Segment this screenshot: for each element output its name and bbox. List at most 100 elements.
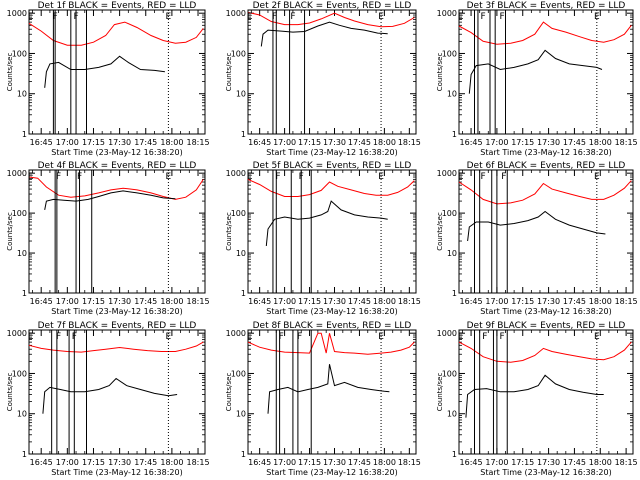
- y-axis: 1 10 100 1000: [7, 329, 205, 459]
- e-marker-label: E: [458, 12, 464, 22]
- plot-frame: [458, 9, 634, 135]
- events-series-line: [467, 210, 606, 242]
- f-marker-label: F: [77, 172, 82, 182]
- x-axis-label: Start Time (23-May-12 16:38:20): [266, 148, 397, 157]
- x-tick-label: 17:30: [108, 297, 131, 306]
- f-marker-label: F: [499, 12, 504, 22]
- panel-det-5: Det 5f BLACK = Events, RED = LLD 1 10 100 10…: [225, 161, 421, 316]
- y-tick-label: 1: [22, 289, 27, 298]
- y-tick-label: 1000: [7, 169, 27, 178]
- e-marker-label: E: [594, 172, 600, 182]
- panel-det-3: Det 3f BLACK = Events, RED = LLD 1 10 100 10…: [436, 1, 638, 157]
- y-tick-label: 1: [452, 130, 457, 139]
- x-tick-label: 18:15: [615, 458, 638, 467]
- x-tick-label: 16:45: [248, 297, 271, 306]
- f-marker-label: F: [56, 172, 61, 182]
- f-marker-label: F: [482, 332, 487, 342]
- x-tick-label: 16:45: [460, 297, 483, 306]
- x-tick-label: 17:00: [485, 297, 508, 306]
- e-marker-label: E: [458, 332, 464, 342]
- f-marker-label: F: [499, 332, 504, 342]
- lld-series-line: [458, 341, 632, 363]
- x-tick-label: 17:45: [563, 138, 586, 147]
- x-axis-label: Start Time (23-May-12 16:38:20): [480, 307, 611, 316]
- lld-series-line: [247, 11, 415, 28]
- x-tick-label: 17:45: [134, 458, 157, 467]
- f-marker-label: F: [279, 332, 284, 342]
- panel-title: Det 2f BLACK = Events, RED = LLD: [253, 1, 412, 11]
- f-marker-label: F: [481, 12, 486, 22]
- panel-title: Det 8f BLACK = Events, RED = LLD: [253, 321, 412, 331]
- x-tick-label: 17:45: [134, 297, 157, 306]
- y-tick-label: 100: [12, 49, 27, 58]
- lld-series-line: [458, 180, 632, 205]
- x-tick-label: 17:45: [563, 458, 586, 467]
- f-marker-label: F: [501, 172, 506, 182]
- y-axis: 1 10 100 1000: [226, 9, 416, 139]
- x-tick-label: 17:45: [563, 297, 586, 306]
- y-tick-label: 1: [241, 130, 246, 139]
- e-marker-label: E: [458, 172, 464, 182]
- y-axis: 1 10 100 1000: [437, 169, 633, 298]
- y-tick-label: 100: [442, 209, 457, 218]
- x-tick-label: 18:15: [398, 138, 421, 147]
- e-marker-label: E: [28, 12, 34, 22]
- y-axis-label: Counts/sec: [6, 53, 14, 92]
- x-axis-label: Start Time (23-May-12 16:38:20): [266, 307, 397, 316]
- x-tick-label: 17:30: [323, 458, 346, 467]
- x-tick-label: 18:15: [398, 297, 421, 306]
- e-marker-label: E: [28, 332, 34, 342]
- y-tick-label: 100: [231, 49, 246, 58]
- y-tick-label: 1000: [226, 329, 246, 338]
- panel-title: Det 3f BLACK = Events, RED = LLD: [467, 1, 626, 11]
- panel-det-2: Det 2f BLACK = Events, RED = LLD 1 10 100 10…: [225, 1, 421, 157]
- y-tick-label: 10: [236, 90, 246, 99]
- y-tick-label: 10: [17, 90, 27, 99]
- x-tick-label: 18:00: [373, 138, 396, 147]
- x-tick-label: 17:45: [348, 458, 371, 467]
- y-axis-label: Counts/sec: [225, 212, 233, 251]
- x-tick-label: 17:15: [82, 138, 105, 147]
- events-series-line: [267, 364, 390, 414]
- x-tick-label: 17:00: [485, 458, 508, 467]
- events-series-line: [44, 55, 165, 88]
- x-tick-label: 17:15: [82, 297, 105, 306]
- x-tick-label: 18:15: [398, 458, 421, 467]
- x-tick-label: 18:00: [589, 297, 612, 306]
- x-tick-label: 17:00: [56, 297, 79, 306]
- x-tick-label: 17:15: [298, 297, 321, 306]
- x-axis-label: Start Time (23-May-12 16:38:20): [480, 148, 611, 157]
- plot-frame: [247, 9, 417, 135]
- x-axis: 16:45 17:00 17:15 17:30 17:45 18:00 18:15: [30, 170, 210, 306]
- x-tick-label: 18:00: [589, 458, 612, 467]
- x-axis-label: Start Time (23-May-12 16:38:20): [266, 468, 397, 477]
- y-tick-label: 1000: [7, 329, 27, 338]
- y-tick-label: 1000: [437, 169, 457, 178]
- y-tick-label: 10: [17, 249, 27, 258]
- x-axis-label: Start Time (23-May-12 16:38:20): [51, 307, 182, 316]
- y-tick-label: 100: [442, 49, 457, 58]
- x-tick-label: 18:00: [160, 297, 183, 306]
- panel-det-4: Det 4f BLACK = Events, RED = LLD 1 10 100 10…: [6, 161, 210, 316]
- x-tick-label: 17:00: [56, 458, 79, 467]
- x-tick-label: 16:45: [30, 297, 53, 306]
- f-marker-label: F: [272, 12, 277, 22]
- y-tick-label: 1000: [226, 169, 246, 178]
- e-marker-label: E: [594, 12, 600, 22]
- x-tick-label: 17:45: [348, 138, 371, 147]
- x-tick-label: 16:45: [248, 458, 271, 467]
- x-tick-label: 17:15: [511, 138, 534, 147]
- x-tick-label: 16:45: [248, 138, 271, 147]
- x-axis: 16:45 17:00 17:15 17:30 17:45 18:00 18:15: [248, 330, 421, 467]
- x-tick-label: 17:30: [537, 458, 560, 467]
- x-axis-label: Start Time (23-May-12 16:38:20): [51, 148, 182, 157]
- x-tick-label: 17:30: [323, 138, 346, 147]
- f-marker-label: F: [275, 172, 280, 182]
- y-tick-label: 100: [231, 209, 246, 218]
- y-tick-label: 10: [236, 410, 246, 419]
- y-axis: 1 10 100 1000: [7, 9, 205, 139]
- x-tick-label: 18:00: [373, 297, 396, 306]
- x-tick-label: 17:30: [537, 297, 560, 306]
- panel-title: Det 9f BLACK = Events, RED = LLD: [467, 321, 626, 331]
